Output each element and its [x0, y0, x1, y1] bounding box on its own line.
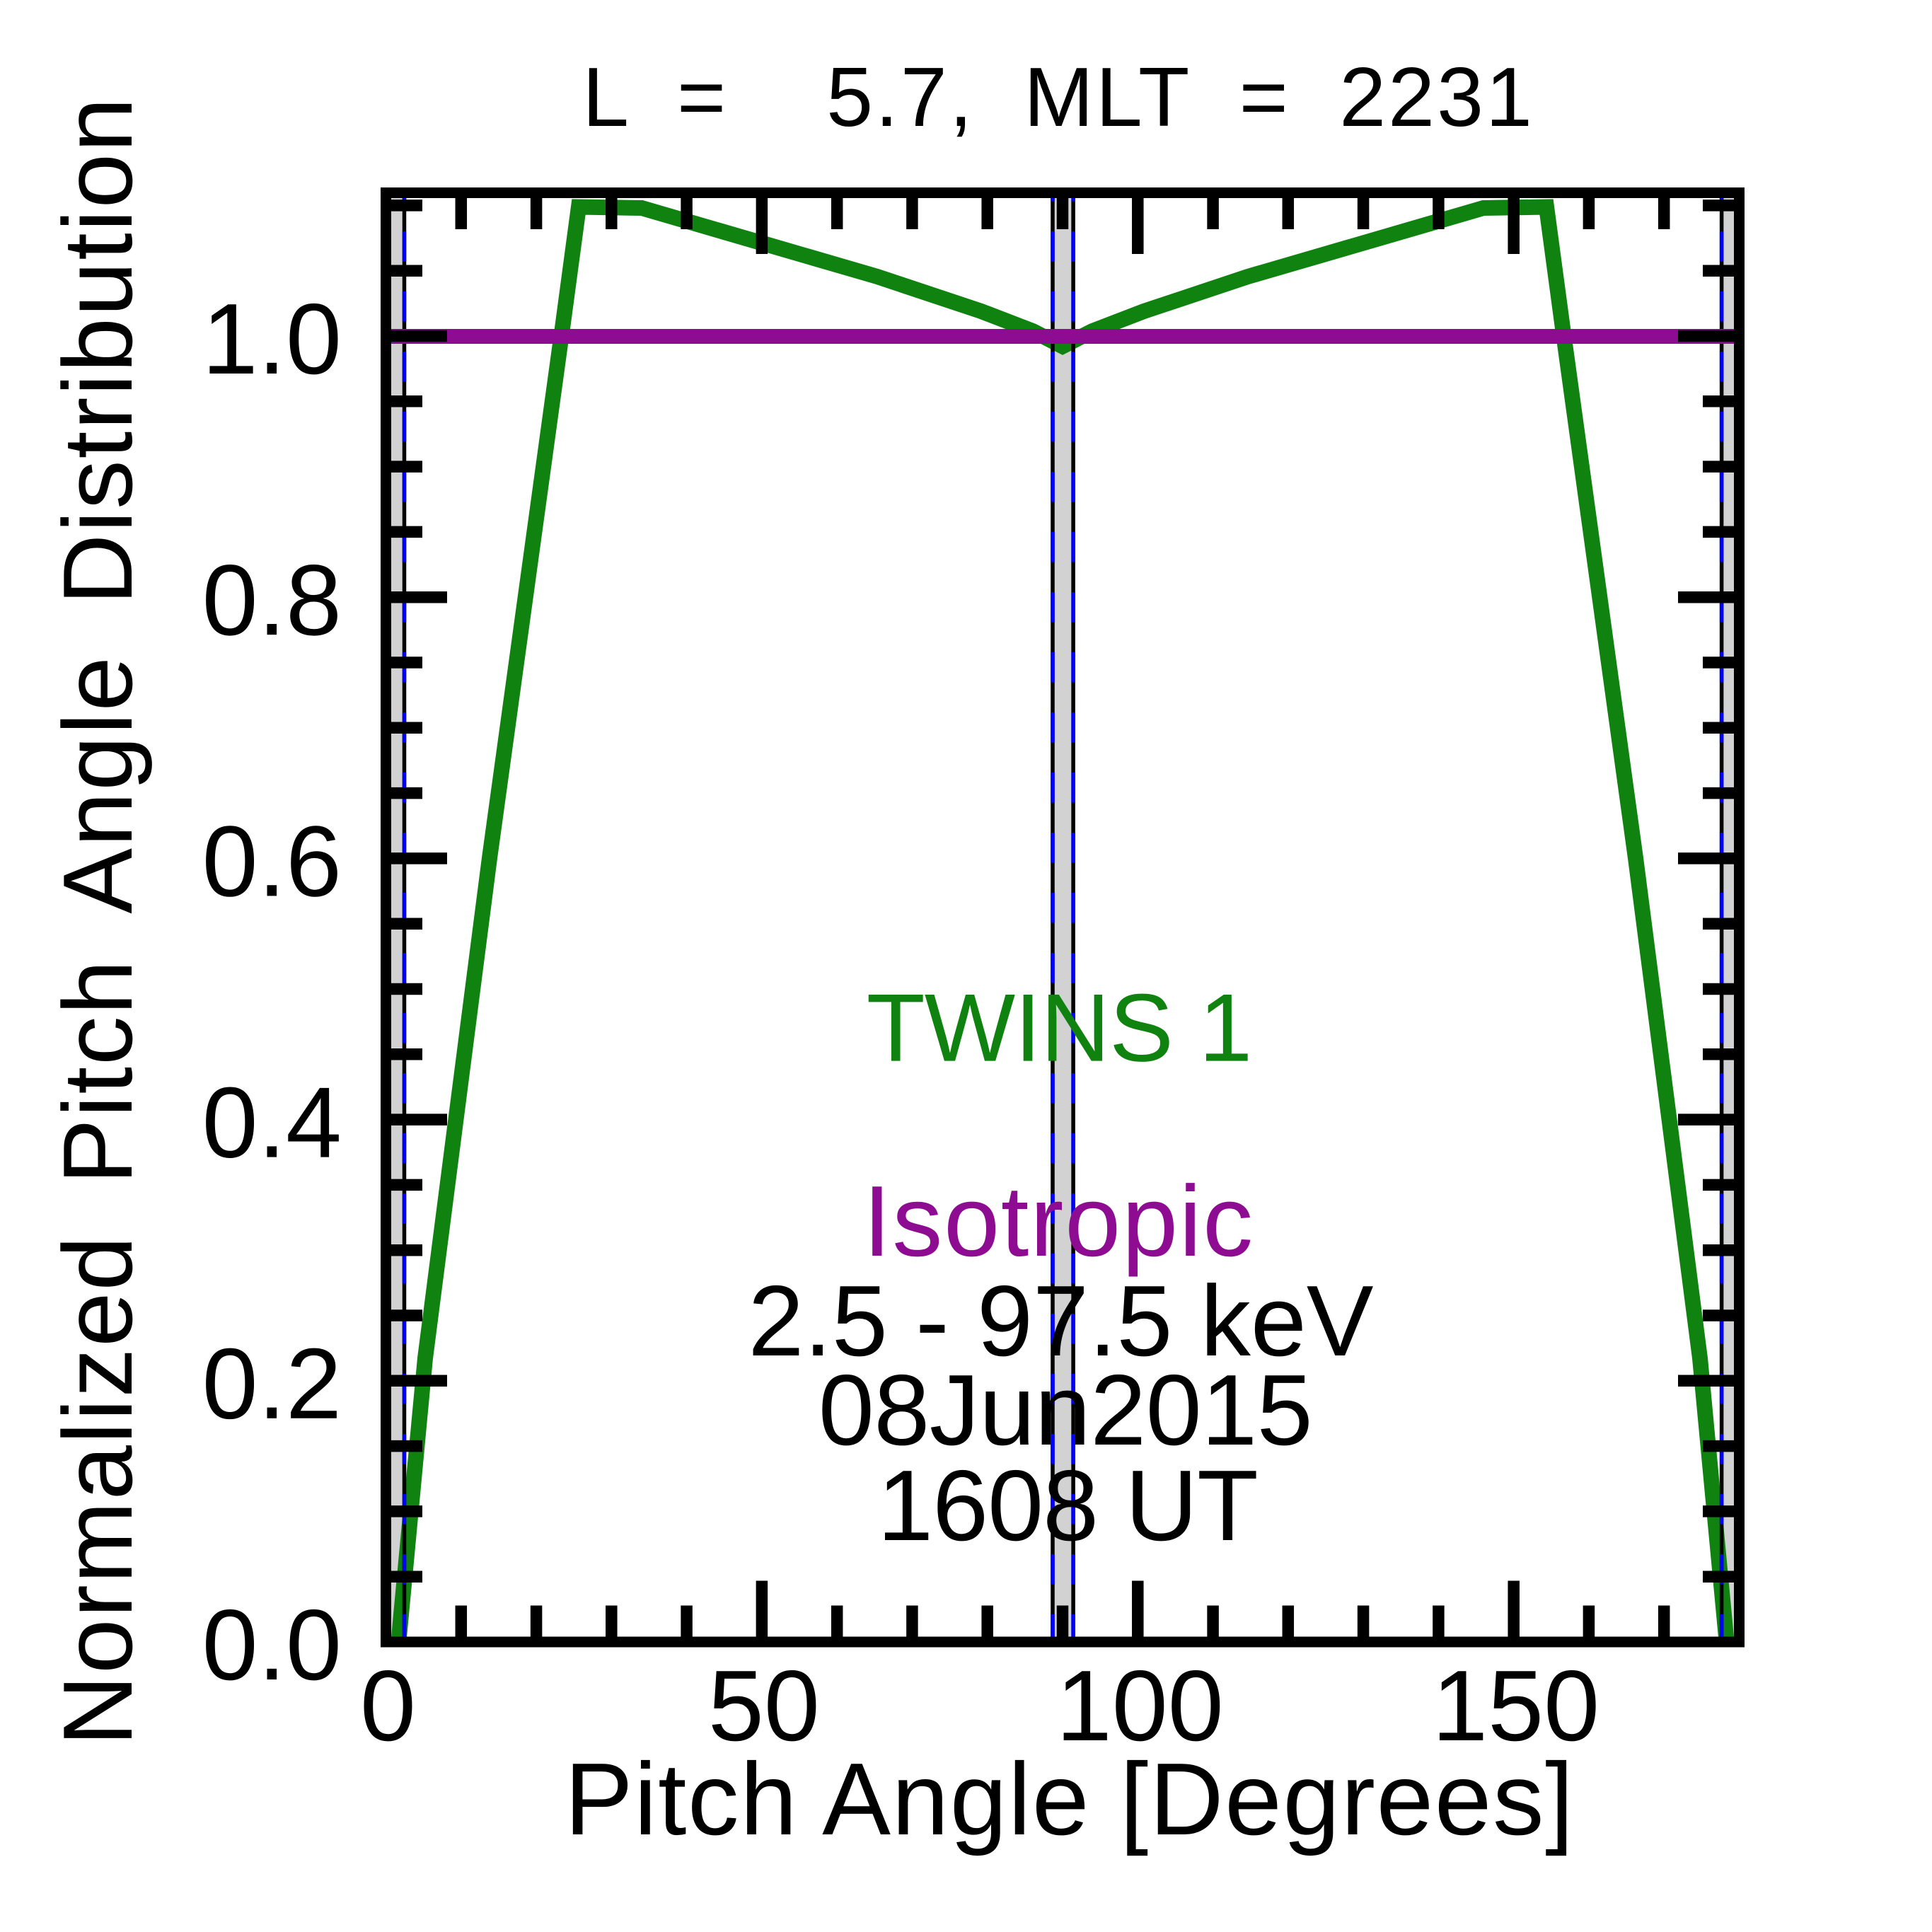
svg-text:Pitch Angle [Degrees]: Pitch Angle [Degrees] [565, 1742, 1575, 1856]
svg-text:1.0: 1.0 [202, 283, 342, 395]
svg-text:1608 UT: 1608 UT [877, 1450, 1258, 1562]
svg-text:150: 150 [1432, 1650, 1600, 1762]
svg-text:50: 50 [708, 1650, 820, 1762]
svg-text:L = 5.7, MLT = 2231: L = 5.7, MLT = 2231 [582, 51, 1534, 144]
svg-text:0.2: 0.2 [202, 1328, 342, 1440]
svg-text:100: 100 [1056, 1650, 1224, 1762]
svg-text:Normalized Pitch Angle Distrib: Normalized Pitch Angle Distribution [43, 96, 153, 1746]
svg-text:Isotropic: Isotropic [863, 1165, 1254, 1278]
svg-text:2.5 - 97.5 keV: 2.5 - 97.5 keV [748, 1265, 1373, 1377]
svg-text:0.8: 0.8 [202, 544, 342, 656]
svg-text:0.4: 0.4 [202, 1067, 342, 1179]
svg-text:0.6: 0.6 [202, 805, 342, 918]
svg-text:0: 0 [360, 1650, 416, 1762]
svg-text:0.0: 0.0 [202, 1589, 342, 1701]
svg-text:TWINS 1: TWINS 1 [867, 974, 1252, 1082]
svg-text:08Jun2015: 08Jun2015 [819, 1354, 1312, 1467]
